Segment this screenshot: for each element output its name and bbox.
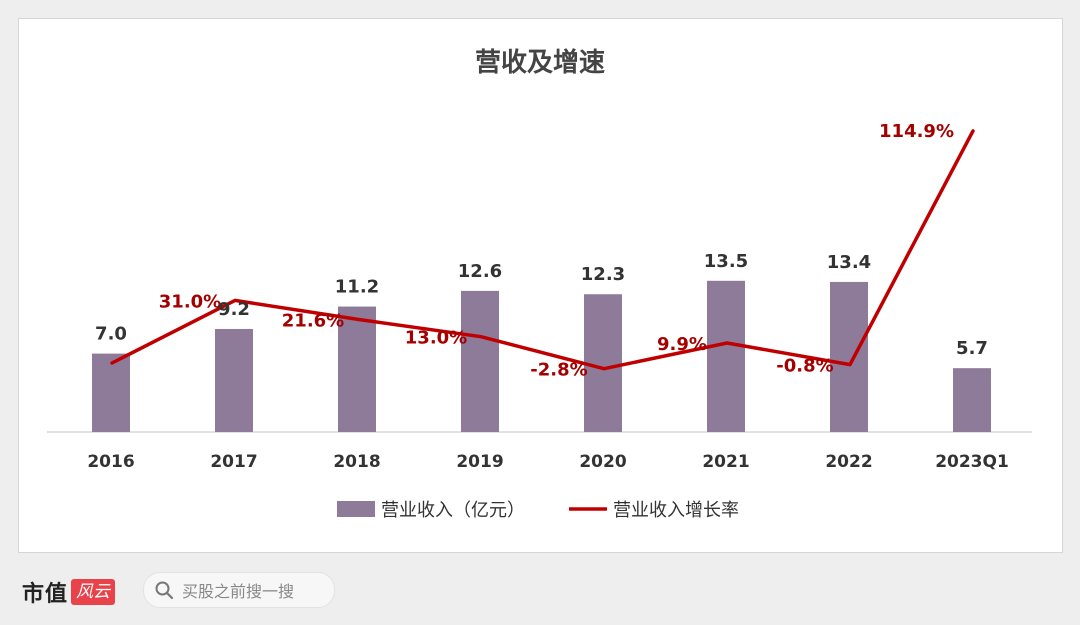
footer: 市值 风云 买股之前搜一搜	[0, 560, 1080, 625]
search-placeholder: 买股之前搜一搜	[182, 582, 295, 601]
bar-2018	[338, 306, 376, 432]
line-value-label-2022: -0.8%	[776, 356, 833, 377]
brand-logo[interactable]: 市值 风云	[22, 576, 116, 608]
growth-rate-line	[110, 129, 975, 371]
bar-value-label-2016: 7.0	[95, 324, 127, 345]
bar-value-label-2021: 13.5	[704, 251, 748, 272]
line-value-label-2018: 21.6%	[282, 310, 344, 331]
bar-value-label-2019: 12.6	[458, 261, 502, 282]
line-layer: 31.0% 21.6% 13.0% -2.8% 9.9% -0.8% 114.9%	[110, 121, 975, 381]
labels-layer: 7.0 9.2 11.2 12.6 12.3 13.5 13.4 5.7	[95, 251, 988, 359]
legend-bar-swatch	[337, 501, 375, 517]
x-tick-2018: 2018	[333, 452, 380, 472]
legend-line-label: 营业收入增长率	[613, 500, 739, 521]
search-icon	[155, 581, 174, 600]
bar-2022	[830, 281, 868, 432]
bar-value-label-2020: 12.3	[581, 264, 625, 285]
line-value-label-2017: 31.0%	[159, 291, 221, 312]
bar-2019	[461, 290, 499, 432]
bar-value-label-2018: 11.2	[335, 277, 379, 298]
chart-svg: 营收及增速 31.0% 21.6% 13.0% -2.8% 9.9% -0.8% 114.9…	[47, 47, 1032, 521]
line-value-label-2021: 9.9%	[657, 334, 707, 355]
bar-value-label-2022: 13.4	[827, 252, 871, 273]
bar-value-label-2023Q1: 5.7	[956, 338, 988, 359]
line-value-label-2019: 13.0%	[405, 328, 467, 349]
x-tick-2017: 2017	[210, 452, 257, 472]
line-value-label-2020: -2.8%	[530, 360, 587, 381]
bars-layer	[92, 280, 991, 432]
bar-2020	[584, 294, 622, 432]
x-tick-2020: 2020	[579, 452, 626, 472]
chart-card: 营收及增速 31.0% 21.6% 13.0% -2.8% 9.9% -0.8% 114.9…	[18, 18, 1063, 553]
x-tick-2016: 2016	[87, 452, 134, 472]
search-box[interactable]: 买股之前搜一搜	[143, 572, 335, 608]
brand-seal: 风云	[71, 579, 116, 605]
x-tick-2021: 2021	[702, 452, 749, 472]
line-value-label-2023Q1: 114.9%	[879, 121, 954, 142]
bar-2016	[92, 353, 130, 432]
chart-title: 营收及增速	[475, 47, 605, 78]
ticks-layer: 2016 2017 2018 2019 2020 2021 2022 2023Q1	[87, 452, 1008, 472]
x-tick-2019: 2019	[456, 452, 503, 472]
x-tick-2022: 2022	[825, 452, 872, 472]
legend-bar-label: 营业收入（亿元）	[381, 500, 525, 521]
bar-2021	[707, 280, 745, 432]
bar-value-label-2017: 9.2	[218, 299, 250, 320]
brand-name: 市值	[22, 581, 69, 607]
x-tick-2023Q1: 2023Q1	[935, 452, 1009, 472]
bar-2023Q1	[953, 368, 991, 432]
legend: 营业收入（亿元） 营业收入增长率	[337, 500, 739, 521]
bar-2017	[215, 328, 253, 432]
